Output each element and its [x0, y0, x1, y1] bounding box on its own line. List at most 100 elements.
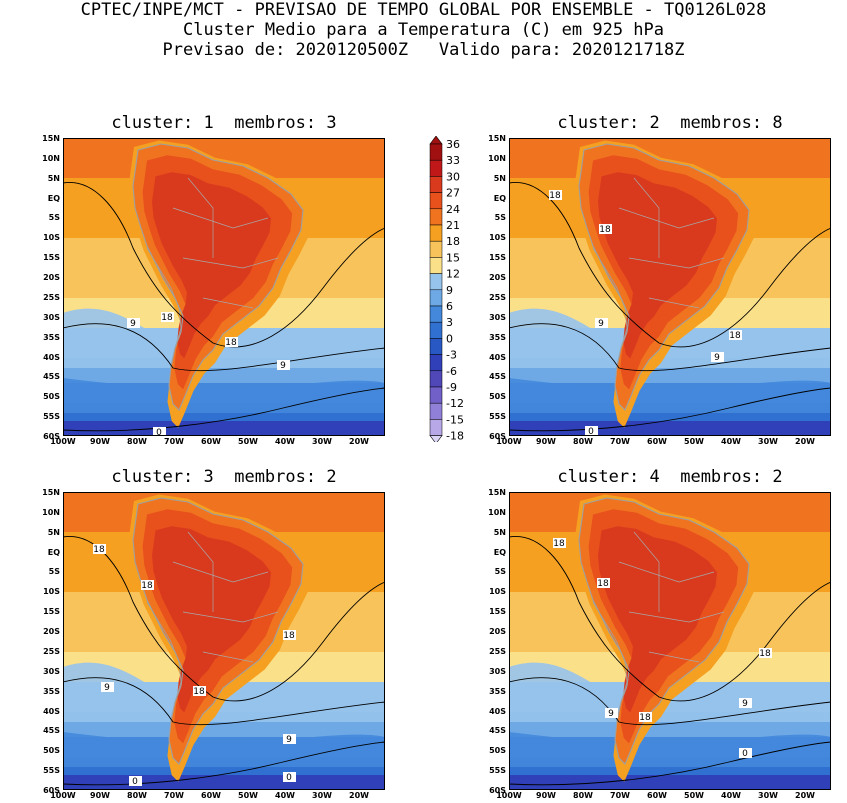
- longitude-label: 80W: [127, 437, 147, 446]
- contour-label-bg: [599, 224, 612, 234]
- panel-title: cluster: 4 membros: 2: [557, 467, 783, 487]
- map-panel: 18 18 9 9 0: [63, 138, 385, 436]
- longitude-label: 50W: [684, 437, 704, 446]
- contour-label: 18: [729, 331, 741, 341]
- latitude-label: 10N: [42, 153, 60, 163]
- latitude-label: 15S: [43, 607, 60, 617]
- continent-heat: [128, 140, 313, 428]
- latitude-label: 10N: [42, 507, 60, 517]
- latitude-label: 10N: [488, 153, 506, 163]
- contour-label: 9: [598, 319, 604, 329]
- panel-frame: [509, 492, 831, 790]
- contour-label: 0: [156, 428, 162, 436]
- latitude-label: EQ: [493, 193, 506, 203]
- latitude-label: EQ: [47, 193, 60, 203]
- longitude-label: 20W: [795, 791, 815, 800]
- latitude-label: 15S: [43, 253, 60, 263]
- longitude-label: 70W: [164, 791, 184, 800]
- colorbar-label: 21: [446, 219, 460, 232]
- longitude-label: 30W: [758, 437, 778, 446]
- border-line: [633, 177, 660, 258]
- contour-label: 18: [639, 713, 651, 723]
- coastline: [132, 497, 304, 765]
- longitude-label: 60W: [201, 437, 221, 446]
- temperature-band: [509, 421, 831, 436]
- contour-label: 0: [588, 427, 594, 436]
- latitude-label: 5S: [48, 213, 60, 223]
- contour-label-bg: [639, 712, 652, 722]
- latitude-label: 50S: [489, 392, 506, 402]
- longitude-label: 40W: [275, 791, 295, 800]
- border-line: [648, 651, 700, 663]
- latitude-label: 25S: [489, 292, 506, 302]
- latitude-label: 30S: [43, 666, 60, 676]
- longitude-label: 90W: [536, 791, 556, 800]
- longitude-label: 70W: [164, 437, 184, 446]
- contour-label-bg: [283, 734, 296, 744]
- contour-label-bg: [127, 318, 140, 328]
- border-line: [187, 531, 214, 612]
- longitude-label: 30W: [312, 437, 332, 446]
- contour-label: 18: [141, 581, 153, 591]
- latitude-label: 5S: [494, 567, 506, 577]
- colorbar-label: 30: [446, 170, 460, 183]
- longitude-label: 100W: [496, 437, 522, 446]
- latitude-label: 55S: [43, 412, 60, 422]
- colorbar-segment: [429, 289, 443, 307]
- latitude-label: 5N: [493, 527, 506, 537]
- contour-label-bg: [739, 698, 752, 708]
- latitude-label: 35S: [43, 332, 60, 342]
- border-line: [146, 601, 182, 723]
- colorbar-segment: [429, 419, 443, 436]
- longitude-label: 20W: [349, 791, 369, 800]
- colorbar-segment: [429, 370, 443, 388]
- colorbar-label: -3: [446, 349, 457, 362]
- contour-0: [63, 387, 385, 432]
- longitude-label: 20W: [795, 437, 815, 446]
- colorbar-segment: [429, 224, 443, 242]
- longitude-label: 80W: [573, 437, 593, 446]
- contour-label: 18: [225, 338, 237, 348]
- border-line: [202, 297, 254, 309]
- contour-label-bg: [101, 682, 114, 692]
- contour-label-bg: [711, 352, 724, 362]
- latitude-label: 15N: [488, 134, 506, 143]
- latitude-label: 60S: [489, 432, 506, 441]
- colorbar-segment: [429, 176, 443, 193]
- border-line: [146, 247, 182, 369]
- panel-frame: [63, 492, 385, 790]
- map-panel: 18 18 18 18 9 9 0 0: [63, 492, 385, 790]
- contour-label-bg: [153, 427, 166, 436]
- contour-label-bg: [283, 772, 296, 782]
- cold-region: [509, 732, 831, 767]
- latitude-label: 40S: [43, 706, 60, 716]
- colorbar-segment: [429, 338, 443, 355]
- longitude-label: 50W: [238, 791, 258, 800]
- colorbar-segment: [429, 402, 443, 420]
- latitude-label: 10S: [43, 233, 60, 243]
- latitude-label: 5N: [47, 527, 60, 537]
- border-line: [182, 257, 279, 269]
- contour-0: [509, 387, 831, 432]
- latitude-label: 60S: [489, 786, 506, 795]
- colorbar-segment: [429, 257, 443, 274]
- latitude-label: 40S: [489, 706, 506, 716]
- longitude-label: 100W: [50, 437, 76, 446]
- border-line: [628, 611, 725, 623]
- contour-18: [63, 536, 385, 702]
- panel-title: cluster: 3 membros: 2: [111, 467, 337, 487]
- colorbar-segment: [429, 354, 443, 372]
- contour-18: [509, 536, 831, 702]
- contour-label-bg: [129, 776, 142, 786]
- contour-label: 9: [280, 361, 286, 371]
- longitude-label: 80W: [573, 791, 593, 800]
- contour-label: 18: [553, 539, 565, 549]
- contour-label-bg: [739, 748, 752, 758]
- hottest-zone: [152, 172, 271, 359]
- longitude-label: 60W: [647, 437, 667, 446]
- colorbar-label: 0: [446, 332, 453, 345]
- header-line-2: Cluster Medio para a Temperatura (C) em …: [182, 20, 665, 40]
- latitude-label: 55S: [43, 766, 60, 776]
- border-line: [187, 177, 214, 258]
- contour-label: 0: [742, 749, 748, 759]
